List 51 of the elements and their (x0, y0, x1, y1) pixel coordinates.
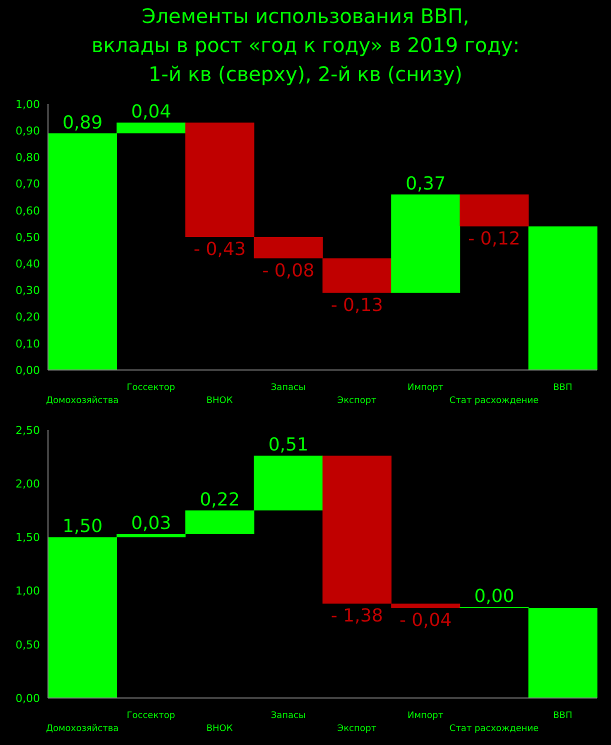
x-tick-label: Госсектор (126, 383, 176, 393)
data-label: 0,22 (200, 489, 240, 510)
data-label: - 1,38 (330, 606, 384, 627)
x-tick-label: ВНОК (206, 396, 234, 406)
x-tick-label: ВВП (553, 383, 572, 393)
data-label: 1,50 (62, 516, 103, 538)
data-label: 0,04 (131, 102, 172, 123)
x-tick-label: Импорт (408, 383, 444, 393)
y-tick-label: 0,70 (16, 178, 40, 191)
data-label: - 0,12 (468, 228, 520, 250)
y-tick-label: 0,40 (16, 258, 40, 271)
data-label: - 0,13 (330, 294, 384, 316)
y-tick-label: 0,30 (16, 284, 40, 298)
y-tick-label: 1,50 (16, 531, 40, 544)
y-tick-label: 1,00 (16, 98, 40, 111)
y-tick-label: 1,00 (16, 584, 40, 598)
y-tick-label: 0,80 (16, 151, 40, 164)
bar (528, 226, 598, 370)
x-tick-label: ВНОК (206, 724, 234, 734)
data-label: 0,00 (474, 586, 514, 607)
x-tick-label: Экспорт (337, 724, 376, 734)
data-label: - 0,43 (194, 239, 246, 260)
x-tick-label: Запасы (270, 383, 306, 393)
x-tick-label: ВВП (553, 711, 572, 721)
y-tick-label: 2,00 (16, 478, 40, 491)
data-label: - 0,04 (399, 610, 452, 631)
x-tick-label: Запасы (270, 711, 306, 721)
y-tick-label: 0,00 (16, 692, 40, 705)
x-tick-label: Стат расхождение (449, 724, 540, 734)
y-tick-label: 0,90 (16, 124, 40, 138)
bar (460, 194, 529, 226)
data-label: - 0,08 (262, 260, 315, 282)
data-label: 0,51 (268, 434, 308, 456)
x-tick-label: Импорт (408, 711, 444, 721)
y-tick-label: 0,50 (16, 230, 40, 244)
x-tick-label: Экспорт (337, 396, 376, 406)
x-tick-label: Домохозяйства (46, 396, 119, 406)
x-tick-label: Госсектор (126, 711, 176, 721)
data-label: 0,03 (131, 512, 172, 534)
y-tick-label: 0,60 (16, 204, 40, 218)
chart-title: Элементы использования ВВП, вклады в рост «год к году» в 2019 году: 1-й кв (сверху), 2-й кв (снизу) (90, 3, 521, 88)
data-label: 0,37 (406, 173, 446, 194)
x-tick-label: Домохозяйства (46, 724, 119, 734)
bar (391, 194, 460, 293)
y-tick-label: 0,00 (16, 364, 40, 377)
y-tick-label: 0,50 (16, 638, 40, 652)
y-tick-label: 0,10 (16, 337, 40, 350)
y-tick-label: 2,50 (16, 424, 40, 437)
y-tick-label: 0,20 (16, 310, 40, 324)
data-label: 0,89 (62, 112, 103, 134)
x-tick-label: Стат расхождение (449, 396, 540, 406)
